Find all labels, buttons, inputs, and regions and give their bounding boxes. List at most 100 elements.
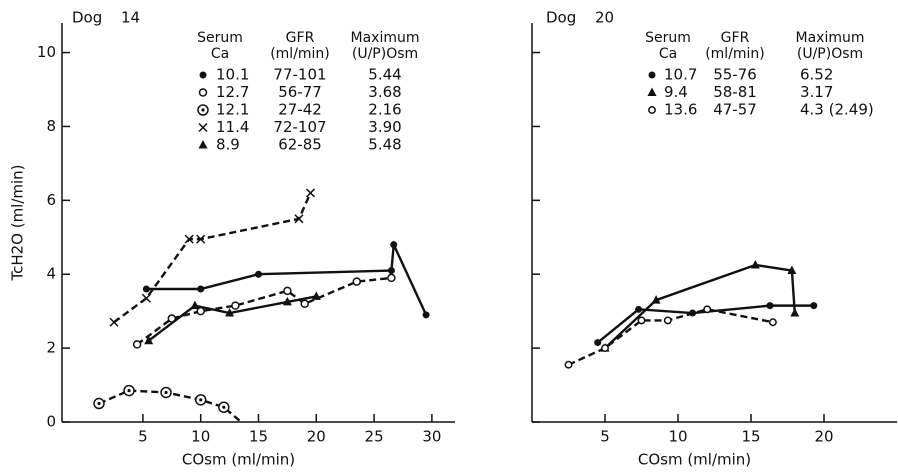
y-tick-label: 10 — [37, 43, 56, 61]
legend-header: (U/P)Osm — [352, 46, 418, 62]
marker-shape — [127, 388, 131, 393]
x-tick-label: 15 — [741, 428, 760, 446]
legend-label: 10.7 — [664, 66, 697, 84]
marker-shape — [564, 360, 573, 369]
marker-shape — [184, 234, 194, 244]
legend-label: 11.4 — [216, 118, 249, 136]
marker — [184, 234, 194, 244]
marker — [231, 301, 240, 310]
x-tick-label: 30 — [422, 428, 441, 446]
x-tick-label: 10 — [191, 428, 210, 446]
legend-marker — [197, 104, 209, 116]
marker — [768, 318, 777, 327]
marker-shape — [199, 398, 203, 402]
marker — [810, 302, 818, 310]
marker — [142, 285, 150, 293]
x-tick-label: 5 — [600, 428, 610, 446]
legend-max: 3.17 — [800, 83, 833, 101]
y-tick-label: 6 — [46, 191, 56, 209]
marker-shape — [305, 188, 316, 198]
legend-label: 12.1 — [216, 101, 249, 119]
legend-gfr: 56-77 — [278, 83, 322, 101]
legend-max: 4.3 (2.49) — [800, 101, 874, 119]
legend-gfr: 62-85 — [278, 136, 322, 154]
marker-shape — [190, 300, 200, 310]
marker — [651, 295, 661, 304]
marker-shape — [594, 339, 602, 347]
marker-shape — [352, 277, 361, 286]
legend-header: GFR — [286, 30, 315, 46]
marker-shape — [225, 308, 235, 317]
marker — [387, 273, 396, 283]
y-tick-label: 4 — [46, 265, 56, 283]
legend-label: 8.9 — [216, 136, 240, 154]
marker — [790, 308, 800, 317]
legend-label: 10.1 — [216, 66, 249, 84]
marker-shape — [790, 308, 800, 317]
marker — [594, 339, 602, 347]
panel-title: Dog 14 — [72, 9, 140, 27]
marker-shape — [164, 390, 168, 395]
marker — [194, 394, 207, 406]
legend-header: (ml/min) — [270, 46, 330, 62]
marker — [123, 384, 135, 397]
marker — [196, 234, 206, 244]
legend-marker — [198, 140, 208, 149]
x-tick-label: 20 — [814, 428, 833, 446]
legend-header: GFR — [721, 30, 750, 46]
marker-shape — [283, 286, 292, 296]
legend-gfr: 77-101 — [273, 66, 326, 84]
series-line — [568, 308, 774, 366]
series-line — [146, 240, 428, 316]
marker-shape — [648, 71, 656, 79]
marker — [132, 340, 142, 349]
marker-shape — [199, 71, 207, 79]
legend-gfr: 47-57 — [713, 101, 757, 119]
marker-shape — [390, 241, 398, 249]
legend-max: 5.44 — [368, 66, 401, 84]
marker-shape — [132, 340, 142, 349]
legend-header: (ml/min) — [705, 46, 765, 62]
series-line — [136, 276, 392, 346]
x-axis-label: COsm (ml/min) — [638, 451, 751, 469]
marker — [663, 316, 672, 325]
marker — [390, 241, 398, 249]
legend-max: 6.52 — [800, 66, 833, 84]
legend-header: Serum — [645, 30, 691, 46]
marker — [93, 397, 105, 410]
legend-gfr: 27-42 — [278, 101, 322, 119]
marker-shape — [651, 295, 661, 304]
series-line — [113, 192, 312, 324]
marker — [160, 386, 172, 399]
marker — [637, 316, 646, 325]
legend-marker — [647, 87, 657, 96]
marker — [635, 305, 643, 313]
marker-shape — [231, 301, 240, 310]
marker-shape — [97, 401, 101, 406]
legend-header: Serum — [197, 30, 243, 46]
marker-shape — [703, 305, 712, 314]
panel-title: Dog 20 — [546, 9, 614, 27]
marker — [703, 305, 712, 314]
marker-shape — [647, 87, 657, 96]
marker — [197, 285, 205, 293]
legend-marker — [199, 71, 207, 79]
x-tick-label: 20 — [307, 428, 326, 446]
marker-shape — [387, 273, 396, 283]
legend-max: 3.68 — [368, 83, 401, 101]
legend-marker — [648, 71, 656, 79]
marker-shape — [198, 140, 208, 149]
marker-shape — [635, 305, 643, 313]
marker-shape — [810, 302, 818, 310]
legend-gfr: 55-76 — [713, 66, 757, 84]
marker-shape — [787, 265, 797, 275]
y-tick-label: 0 — [46, 413, 56, 431]
marker-shape — [197, 285, 205, 293]
marker-shape — [300, 299, 309, 309]
marker — [311, 291, 321, 300]
marker — [109, 317, 119, 327]
y-axis-label: TcH2O (ml/min) — [9, 164, 27, 281]
y-tick-label: 2 — [46, 339, 56, 357]
x-tick-label: 25 — [365, 428, 384, 446]
legend-label: 12.7 — [216, 83, 249, 101]
